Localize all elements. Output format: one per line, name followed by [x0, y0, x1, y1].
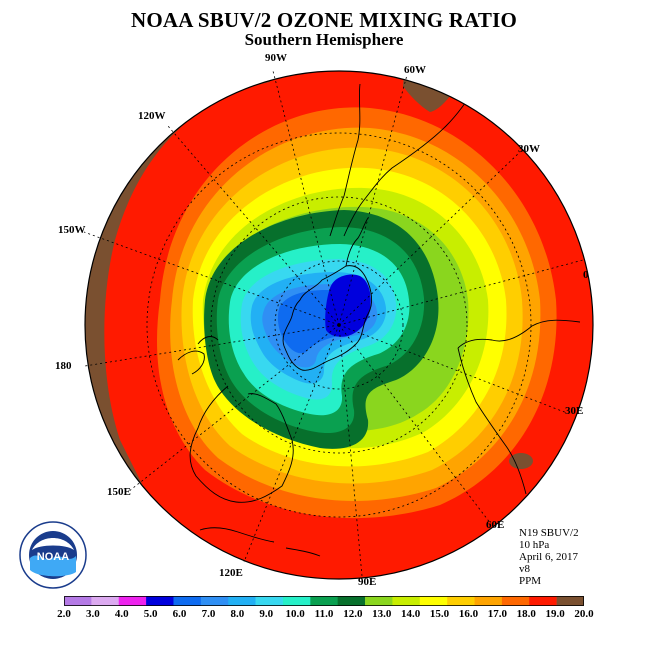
band-5 [325, 274, 371, 337]
lon-label-90w: 90W [265, 52, 287, 64]
noaa-logo-text: NOAA [37, 551, 69, 563]
coastlines [177, 83, 581, 557]
info-version: v8 [519, 563, 530, 575]
colorbar-swatch [474, 596, 503, 606]
missing-data-small [509, 453, 533, 469]
lon-label-120e: 120E [219, 567, 243, 579]
colorbar-swatch [529, 596, 557, 606]
colorbar-tick-label: 18.0 [516, 608, 536, 620]
australia-coast [189, 385, 294, 503]
colorbar-tick-label: 19.0 [545, 608, 565, 620]
longitude-labels: 90W 60W 30W 0 30E 60E 90E 120E 150E 180 … [55, 52, 589, 588]
colorbar-swatch [419, 596, 448, 606]
colorbar-swatch [337, 596, 366, 606]
colorbar-tick-label: 12.0 [343, 608, 363, 620]
colorbar-tick-label: 3.0 [86, 608, 100, 620]
colorbar-tick-label: 11.0 [314, 608, 334, 620]
colorbar-swatch [173, 596, 202, 606]
colorbar-tick-label: 13.0 [372, 608, 392, 620]
lon-label-120w: 120W [138, 110, 166, 122]
colorbar-tick-label: 17.0 [487, 608, 507, 620]
contour-fill [85, 71, 593, 579]
lon-label-90e: 90E [358, 576, 376, 588]
map-title: NOAA SBUV/2 OZONE MIXING RATIO [131, 8, 517, 32]
south-america-coast [329, 83, 479, 237]
colorbar-tick-label: 9.0 [259, 608, 274, 620]
colorbar-tick-label: 7.0 [201, 608, 216, 620]
antarctic-peninsula [345, 217, 369, 267]
colorbar-swatch [200, 596, 229, 606]
lon-label-60w: 60W [404, 64, 426, 76]
info-level: 10 hPa [519, 539, 550, 551]
info-units: PPM [519, 575, 542, 587]
lon-label-30e: 30E [565, 405, 583, 417]
indonesia-coast [199, 527, 321, 557]
colorbar-tick-label: 2.0 [57, 608, 71, 620]
lon-label-180: 180 [55, 360, 72, 372]
colorbar-tick-label: 14.0 [401, 608, 421, 620]
colorbar-tick-label: 10.0 [285, 608, 305, 620]
colorbar-swatch [556, 596, 584, 606]
antarctica-coast [282, 265, 373, 371]
colorbar-swatch [255, 596, 284, 606]
lon-label-150e: 150E [107, 486, 131, 498]
colorbar-swatch [392, 596, 421, 606]
colorbar-swatch [501, 596, 530, 606]
colorbar-tick-label: 20.0 [574, 608, 594, 620]
colorbar-swatch [64, 596, 92, 606]
colorbar-tick-label: 4.0 [114, 608, 129, 620]
lon-label-30w: 30W [518, 143, 540, 155]
colorbar-tick-label: 16.0 [458, 608, 479, 620]
colorbar-tick-label: 6.0 [172, 608, 187, 620]
colorbar-swatch [118, 596, 147, 606]
colorbar-tick-label: 8.0 [230, 608, 245, 620]
colorbar [64, 596, 584, 606]
noaa-logo: NOAA [19, 521, 87, 589]
info-date: April 6, 2017 [519, 551, 578, 563]
map-subtitle: Southern Hemisphere [244, 30, 404, 49]
lon-label-150w: 150W [58, 224, 86, 236]
colorbar-tick-label: 5.0 [143, 608, 158, 620]
colorbar-tick-label: 15.0 [429, 608, 450, 620]
colorbar-swatch [282, 596, 311, 606]
colorbar-border [64, 596, 584, 606]
colorbar-swatch [447, 596, 475, 606]
africa-coast [457, 319, 581, 495]
new-zealand-coast [177, 336, 219, 375]
colorbar-swatch [91, 596, 120, 606]
info-instrument: N19 SBUV/2 [519, 527, 579, 539]
colorbar-swatch [146, 596, 174, 606]
graticule [83, 70, 584, 577]
lon-label-0: 0 [583, 269, 589, 281]
colorbar-swatch [365, 596, 393, 606]
colorbar-swatch [228, 596, 256, 606]
colorbar-swatch [310, 596, 338, 606]
map-border [84, 70, 594, 580]
lon-label-60e: 60E [486, 519, 504, 531]
